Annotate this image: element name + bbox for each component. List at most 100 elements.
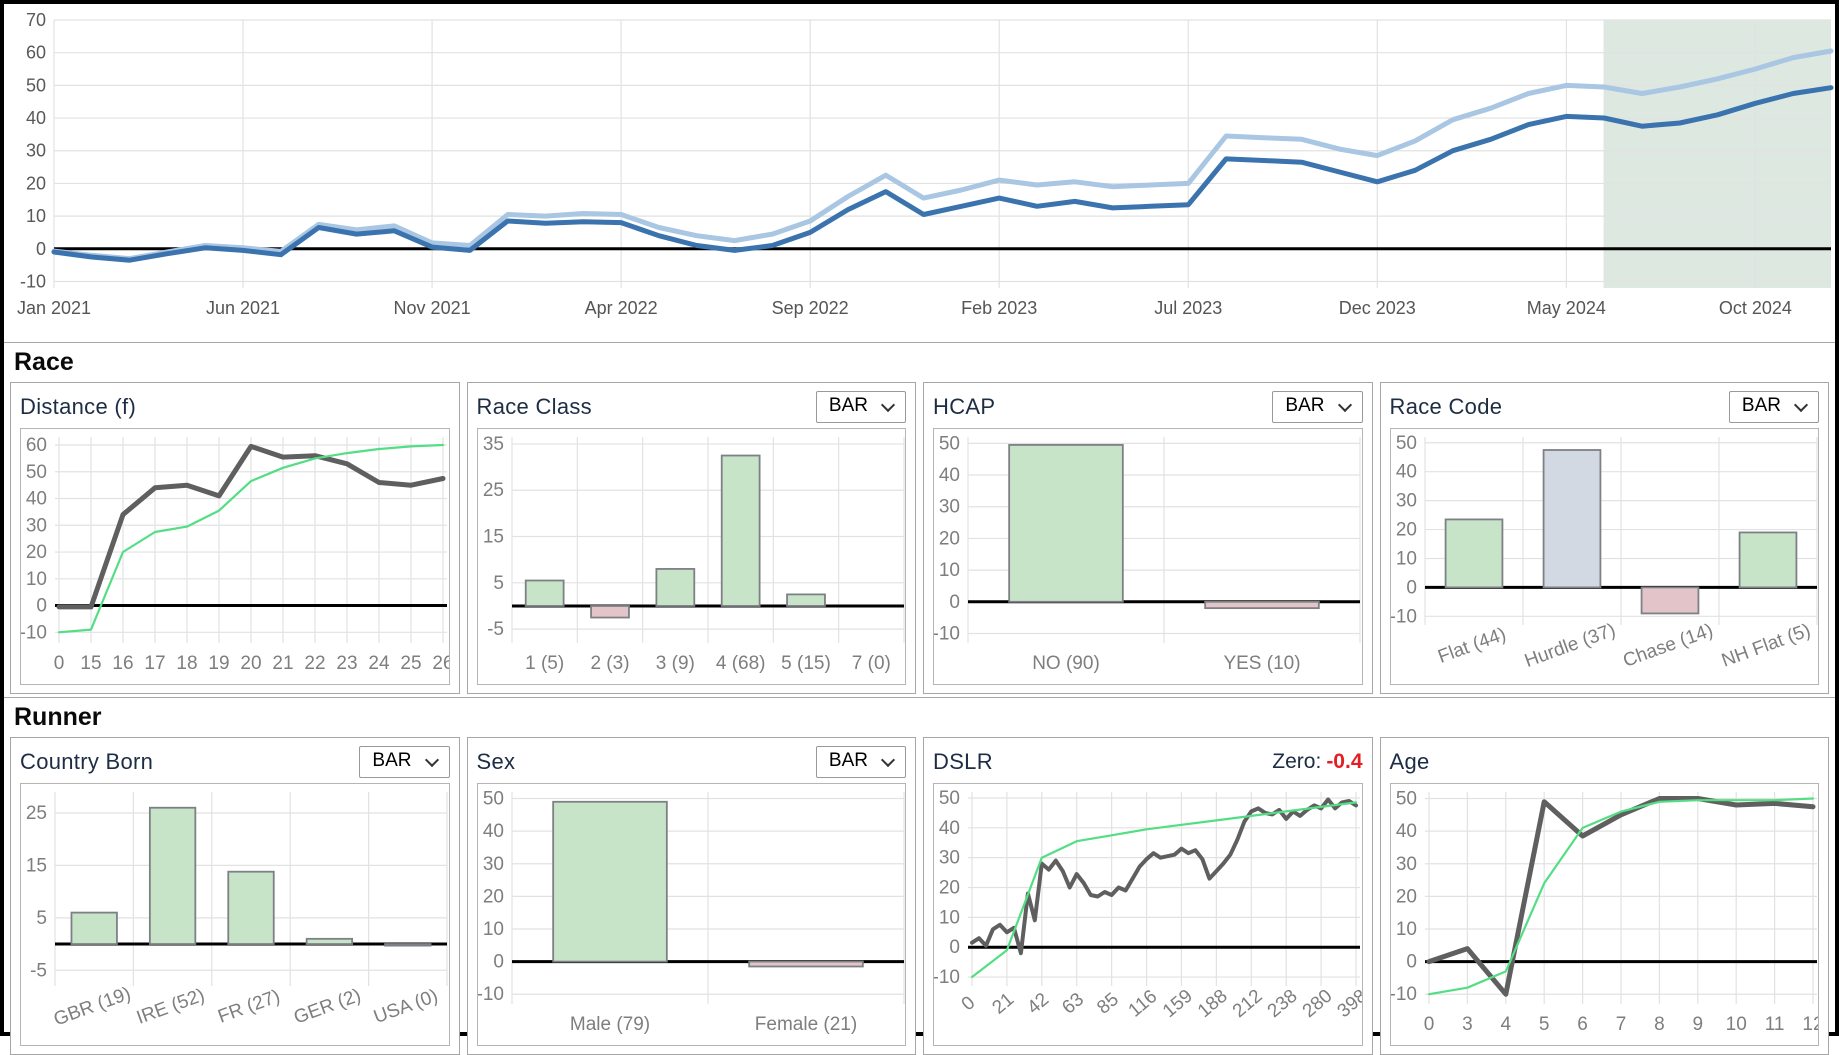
svg-text:50: 50: [482, 789, 503, 810]
chart-box: GBR (19) IRE (52) FR (27) GER (2) USA (0) -5 5…: [20, 783, 450, 1046]
svg-text:20: 20: [939, 528, 960, 549]
chart-type-select[interactable]: BAR: [1272, 391, 1363, 423]
svg-text:15: 15: [26, 855, 47, 876]
svg-text:Chase (14): Chase (14): [1620, 620, 1716, 672]
svg-text:4 (68): 4 (68): [715, 653, 765, 674]
svg-text:21: 21: [272, 653, 293, 674]
overview-line-chart: Jan 2021 Jun 2021 Nov 2021 Apr 2022 Sep 2022…: [17, 10, 1834, 318]
chart-box: Flat (44) Hurdle (37) Chase (14) NH Flat (5…: [1389, 428, 1819, 685]
svg-text:50: 50: [939, 433, 960, 454]
svg-text:60: 60: [26, 435, 47, 456]
svg-text:40: 40: [1395, 821, 1416, 842]
chart-type-select[interactable]: BAR: [359, 746, 450, 778]
chart-type-select-value: BAR: [1741, 395, 1781, 416]
svg-text:30: 30: [939, 848, 960, 869]
svg-text:-5: -5: [487, 619, 504, 640]
svg-text:116: 116: [1125, 986, 1162, 1022]
svg-text:238: 238: [1264, 986, 1302, 1022]
panel-chart: Flat (44) Hurdle (37) Chase (14) NH Flat (5…: [1390, 433, 1818, 672]
svg-text:Feb 2023: Feb 2023: [961, 298, 1037, 318]
svg-text:5 (15): 5 (15): [781, 653, 831, 674]
zero-label: Zero:: [1272, 750, 1322, 773]
panel: DSLR Zero: -0.4 0 21 42 63 85 116 159 188 212 238 2…: [923, 737, 1373, 1055]
svg-text:24: 24: [368, 653, 390, 674]
svg-text:30: 30: [26, 141, 46, 161]
svg-text:10: 10: [939, 907, 960, 928]
chart-box: 0 15 16 17 18 19 20 21 22 23 24 25 26 -10 0 10 20 30 40 50 6…: [20, 428, 450, 685]
section-title: Race: [14, 348, 74, 376]
svg-text:5: 5: [1538, 1014, 1549, 1035]
chart-box: 0 3 4 5 6 7 8 9 10 11 12 -10 0 10 20 30 40 50: [1389, 783, 1819, 1046]
chart-box: 0 21 42 63 85 116 159 188 212 238 280 398 -10 0 10 20 30…: [933, 783, 1363, 1046]
zero-value: -0.4: [1326, 750, 1363, 773]
svg-text:30: 30: [482, 854, 503, 875]
svg-text:25: 25: [26, 803, 47, 824]
svg-text:GER (2): GER (2): [291, 985, 364, 1029]
svg-text:1 (5): 1 (5): [525, 653, 564, 674]
svg-text:0: 0: [949, 937, 960, 958]
svg-text:0: 0: [493, 952, 504, 973]
svg-text:280: 280: [1299, 986, 1337, 1022]
svg-text:11: 11: [1764, 1014, 1784, 1035]
svg-text:Apr 2022: Apr 2022: [585, 298, 658, 318]
svg-text:18: 18: [176, 653, 197, 674]
chart-type-select-value: BAR: [828, 750, 868, 771]
svg-text:40: 40: [939, 465, 960, 486]
section: Race Distance (f) 0 15 16 17 18 19 20 21 22 23 24 2…: [4, 342, 1835, 694]
panel-header: Race Class BAR: [477, 388, 906, 426]
chevron-down-icon: [880, 752, 896, 767]
svg-text:40: 40: [939, 818, 960, 839]
panel-chart: 0 15 16 17 18 19 20 21 22 23 24 25 26 -10 0 10 20 30 40 50 6…: [21, 435, 449, 674]
svg-text:17: 17: [144, 653, 165, 674]
svg-text:188: 188: [1194, 986, 1232, 1022]
panel-header: DSLR Zero: -0.4: [933, 743, 1363, 781]
svg-text:5: 5: [36, 908, 47, 929]
svg-text:FR (27): FR (27): [215, 986, 283, 1028]
chevron-down-icon: [1337, 397, 1352, 412]
svg-text:20: 20: [1395, 520, 1416, 541]
svg-text:-5: -5: [30, 960, 47, 981]
svg-text:40: 40: [26, 489, 47, 510]
svg-text:20: 20: [240, 653, 261, 674]
chevron-down-icon: [1793, 397, 1809, 412]
chart-type-select[interactable]: BAR: [1728, 391, 1819, 423]
panel-title: DSLR: [933, 749, 993, 774]
chart-box: Male (79) Female (21) -10 0 10 20 30 40 50: [476, 783, 906, 1046]
svg-text:0: 0: [1406, 952, 1417, 973]
panel-row: Distance (f) 0 15 16 17 18 19 20 21 22 23 24 25 26 -1…: [4, 382, 1835, 694]
chart-type-select-value: BAR: [1285, 395, 1325, 416]
panel-chart: NO (90) YES (10) -10 0 10 20 30 40 50: [934, 433, 1361, 674]
zero-readout: Zero: -0.4: [1272, 750, 1362, 774]
svg-text:22: 22: [304, 653, 325, 674]
panel-title: Age: [1389, 749, 1430, 774]
panel: Country Born BAR GBR (19) IRE (52) FR (27)…: [10, 737, 460, 1055]
panel: HCAP BAR NO (90) YES (10) -10 0 10 20 30 40 50: [923, 382, 1373, 694]
chart-box: 1 (5) 2 (3) 3 (9) 4 (68) 5 (15) 7 (0) -5 5 15 25 3…: [476, 428, 906, 685]
chart-type-select[interactable]: BAR: [815, 391, 906, 423]
svg-text:Nov 2021: Nov 2021: [394, 298, 471, 318]
svg-text:30: 30: [1395, 491, 1416, 512]
panel-chart: 1 (5) 2 (3) 3 (9) 4 (68) 5 (15) 7 (0) -5 5 15 25 3…: [482, 434, 905, 674]
svg-text:25: 25: [482, 480, 503, 501]
section: Runner Country Born BAR GBR (19) IRE (52)…: [4, 697, 1835, 1055]
panel-header: Age: [1390, 743, 1820, 781]
svg-text:10: 10: [26, 569, 47, 590]
panel: Distance (f) 0 15 16 17 18 19 20 21 22 23 24 25 26 -1…: [10, 382, 460, 694]
panel-chart: GBR (19) IRE (52) FR (27) GER (2) USA (0) -5 5…: [26, 792, 448, 1030]
svg-text:0: 0: [36, 239, 46, 259]
svg-text:-10: -10: [1391, 984, 1417, 1005]
sections-container: Race Distance (f) 0 15 16 17 18 19 20 21 22 23 24 2…: [4, 342, 1835, 1055]
svg-text:0: 0: [1423, 1014, 1434, 1035]
svg-text:50: 50: [1395, 789, 1416, 810]
svg-text:26: 26: [432, 653, 449, 674]
panel-row: Country Born BAR GBR (19) IRE (52) FR (27)…: [4, 737, 1835, 1055]
svg-text:10: 10: [1395, 919, 1416, 940]
panel: Race Code BAR Flat (44) Hurdle (37) Chase …: [1379, 382, 1829, 694]
svg-text:25: 25: [400, 653, 421, 674]
svg-text:May 2024: May 2024: [1527, 298, 1606, 318]
svg-text:50: 50: [26, 462, 47, 483]
chart-type-select[interactable]: BAR: [815, 746, 906, 778]
svg-text:GBR (19): GBR (19): [51, 983, 134, 1030]
svg-text:212: 212: [1229, 986, 1267, 1022]
